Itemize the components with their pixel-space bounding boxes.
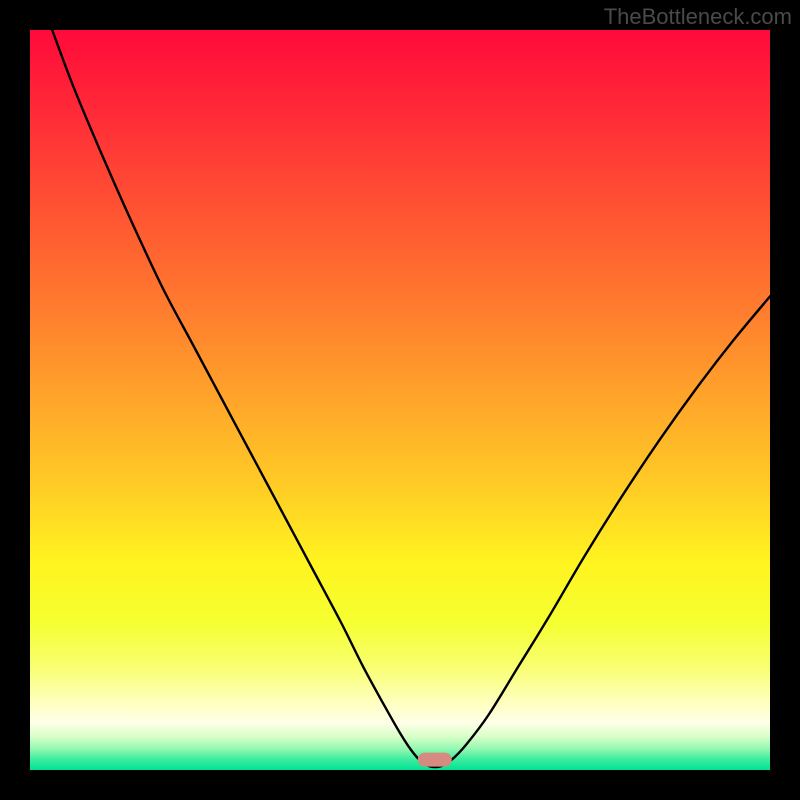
attribution-label: TheBottleneck.com [604,4,792,30]
minimum-marker [418,753,452,767]
bottleneck-chart [0,0,800,800]
chart-background [30,30,770,770]
chart-container: TheBottleneck.com [0,0,800,800]
